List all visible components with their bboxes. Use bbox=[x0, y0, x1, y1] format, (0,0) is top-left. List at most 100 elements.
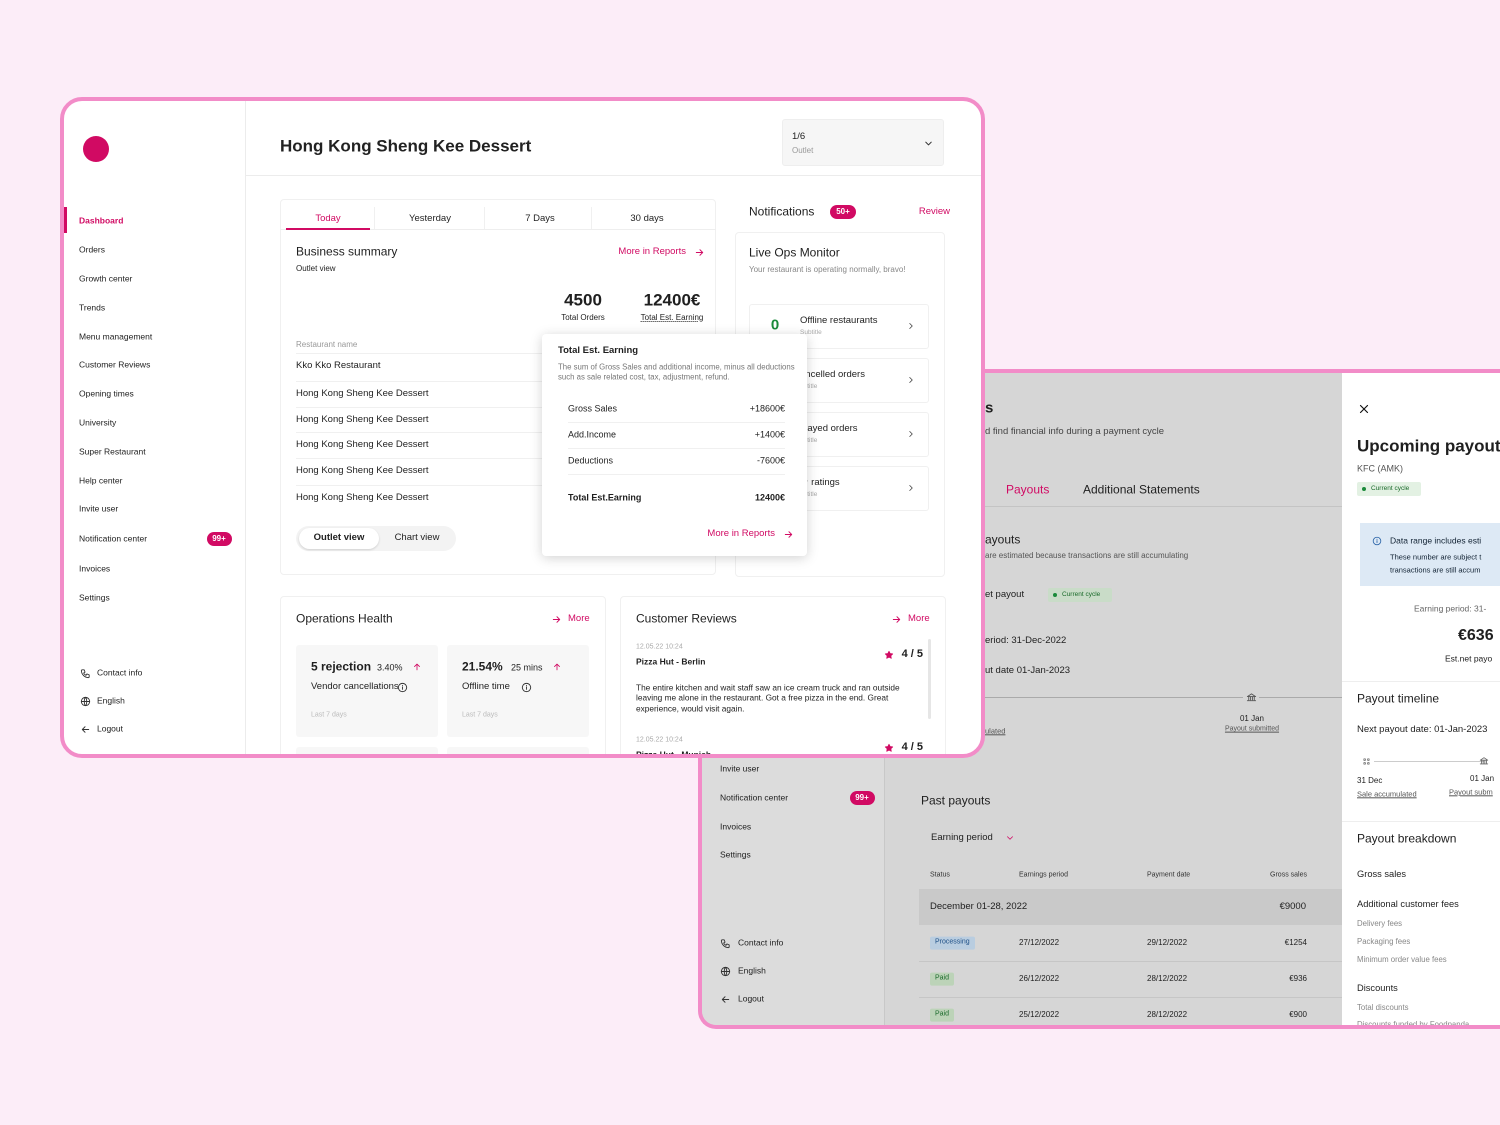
footer-link[interactable]: English bbox=[738, 965, 766, 976]
outlet-select[interactable] bbox=[782, 119, 944, 166]
icon-path bbox=[397, 682, 407, 692]
link[interactable]: More bbox=[908, 613, 930, 625]
nav-item[interactable]: Trends bbox=[79, 302, 106, 313]
nav-item[interactable]: Growth center bbox=[79, 273, 133, 284]
icon bbox=[909, 377, 913, 383]
nav-item[interactable]: Notification center bbox=[79, 533, 148, 544]
table-cell: Hong Kong Sheng Kee Dessert bbox=[296, 465, 429, 477]
timeline-label: ulated bbox=[985, 726, 1006, 736]
nav-item[interactable]: Help center bbox=[79, 475, 123, 486]
header-divider bbox=[246, 175, 981, 176]
icon bbox=[397, 682, 407, 692]
icon-path bbox=[1372, 536, 1382, 546]
footer-link[interactable]: Contact info bbox=[97, 667, 143, 678]
drawer-title: Upcoming payout bbox=[1357, 436, 1500, 456]
drawer-subtitle: KFC (AMK) bbox=[1357, 463, 1403, 474]
icon-path bbox=[924, 141, 932, 145]
icon-path bbox=[554, 663, 560, 671]
metric-delta: 3.40% bbox=[377, 662, 403, 673]
metric-footer: Last 7 days bbox=[311, 711, 347, 719]
period-tab[interactable]: Yesterday bbox=[409, 213, 451, 225]
active-indicator bbox=[64, 207, 67, 233]
icon-path bbox=[552, 615, 560, 623]
stat-value: 4500 bbox=[564, 290, 602, 310]
nav-item[interactable]: Super Restaurant bbox=[79, 446, 146, 457]
amount: €636 bbox=[1458, 627, 1494, 644]
nav-item[interactable]: Invoices bbox=[79, 563, 111, 574]
period-tab[interactable]: 7 Days bbox=[525, 213, 555, 225]
breakdown-item: Total discounts bbox=[1357, 1003, 1409, 1013]
breakdown-item: Gross sales bbox=[1357, 869, 1407, 880]
column-header: Payment date bbox=[1147, 871, 1191, 879]
footer-link[interactable]: Logout bbox=[97, 723, 123, 734]
nav-item[interactable]: Invite user bbox=[79, 503, 119, 514]
footer-link[interactable]: Logout bbox=[738, 993, 764, 1004]
operations-card bbox=[280, 596, 606, 754]
nav-item[interactable]: Settings bbox=[79, 592, 110, 603]
link[interactable]: More in Reports bbox=[707, 528, 775, 540]
nav-item[interactable]: Settings bbox=[720, 849, 751, 860]
step-date: 31 Dec bbox=[1357, 776, 1383, 785]
page-title: Hong Kong Sheng Kee Dessert bbox=[280, 136, 532, 156]
row-divider bbox=[296, 485, 706, 486]
nav-item[interactable]: Notification center bbox=[720, 792, 789, 803]
info-box bbox=[1360, 523, 1500, 586]
monitor-item[interactable] bbox=[749, 304, 929, 349]
icon bbox=[1479, 757, 1489, 765]
icon bbox=[892, 615, 900, 623]
icon bbox=[909, 485, 913, 491]
table-cell: 27/12/2022 bbox=[1019, 938, 1060, 947]
drawer bbox=[1342, 373, 1500, 1025]
nav-item[interactable]: Dashboard bbox=[79, 215, 124, 226]
period-tab[interactable]: Today bbox=[315, 213, 341, 225]
nav-item[interactable]: Menu management bbox=[79, 331, 153, 342]
metric-delta: 25 mins bbox=[511, 662, 543, 673]
row-divider bbox=[919, 961, 1342, 962]
icon bbox=[924, 141, 932, 145]
nav-item[interactable]: Invite user bbox=[720, 763, 760, 774]
footer-link[interactable]: English bbox=[97, 695, 125, 706]
icon bbox=[554, 663, 560, 671]
tooltip-value: +18600€ bbox=[749, 403, 785, 414]
table-cell: 25/12/2022 bbox=[1019, 1010, 1060, 1019]
table-cell: Kko Kko Restaurant bbox=[296, 360, 381, 372]
link[interactable]: More bbox=[568, 613, 590, 625]
monitor-label: Offline restaurants bbox=[800, 315, 878, 327]
footer-link[interactable]: Contact info bbox=[738, 937, 784, 948]
divider bbox=[1342, 821, 1500, 822]
nav-item[interactable]: University bbox=[79, 417, 117, 428]
badge bbox=[830, 205, 856, 219]
step-label: Payout subm bbox=[1449, 787, 1493, 797]
nav-item[interactable]: Customer Reviews bbox=[79, 359, 151, 370]
icon bbox=[1363, 758, 1369, 764]
toggle-option[interactable]: Outlet view bbox=[313, 532, 365, 544]
dashboard-window: Dashboard Orders Growth center Trends Menu m… bbox=[60, 97, 985, 758]
link[interactable]: Review bbox=[918, 206, 950, 218]
icon bbox=[552, 615, 560, 623]
link[interactable]: More in Reports bbox=[618, 246, 686, 258]
tooltip-label: Deductions bbox=[568, 455, 614, 466]
icon bbox=[784, 530, 792, 538]
step-label: Sale accumulated bbox=[1357, 789, 1417, 799]
icon bbox=[521, 682, 531, 692]
filter[interactable]: Earning period bbox=[931, 832, 993, 844]
toggle-option[interactable]: Chart view bbox=[394, 532, 440, 544]
period-tab[interactable]: 30 days bbox=[630, 213, 664, 225]
divider bbox=[1342, 681, 1500, 682]
tab[interactable]: Additional Statements bbox=[1083, 482, 1200, 497]
icon-path bbox=[909, 431, 913, 437]
table-cell: Hong Kong Sheng Kee Dessert bbox=[296, 388, 429, 400]
tab[interactable]: Payouts bbox=[1006, 482, 1050, 497]
card-subtitle: Outlet view bbox=[296, 264, 336, 273]
tooltip-title: Total Est. Earning bbox=[558, 345, 639, 357]
metric-card bbox=[447, 747, 589, 754]
table-cell: 29/12/2022 bbox=[1147, 938, 1188, 947]
row-divider bbox=[296, 353, 706, 354]
nav-item[interactable]: Opening times bbox=[79, 388, 134, 399]
tab-divider bbox=[591, 207, 592, 229]
icon bbox=[1372, 536, 1382, 546]
tooltip bbox=[542, 334, 807, 556]
nav-item[interactable]: Invoices bbox=[720, 821, 752, 832]
nav-item[interactable]: Orders bbox=[79, 244, 105, 255]
